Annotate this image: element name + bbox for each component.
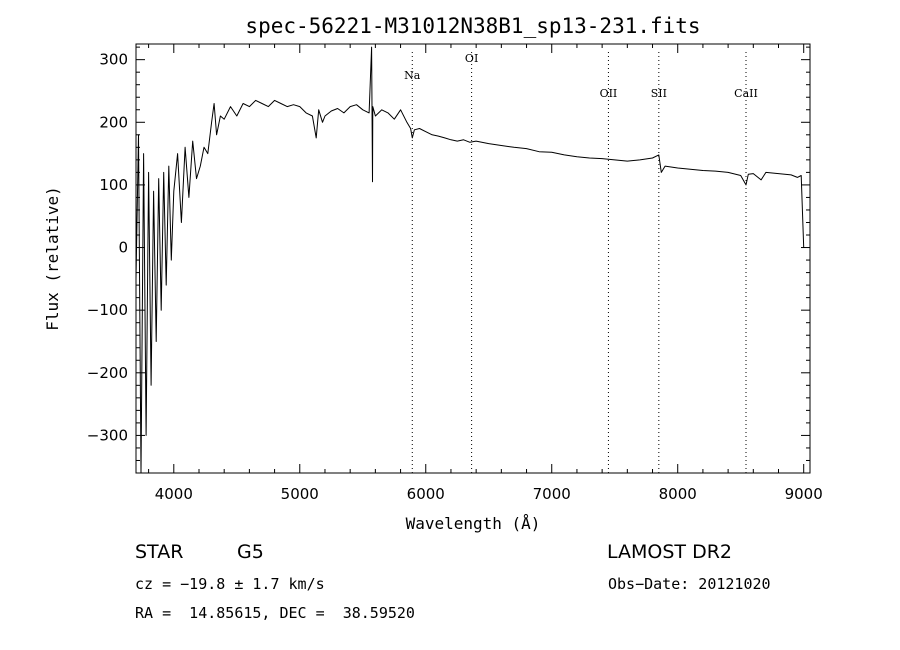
x-tick-label: 6000 (407, 485, 445, 503)
x-tick-label: 9000 (785, 485, 823, 503)
line-marker-label: CaII (734, 87, 758, 100)
x-axis-label: Wavelength (Å) (406, 514, 541, 533)
spectral-subclass: G5 (237, 541, 264, 563)
line-marker-label: OII (600, 87, 618, 100)
x-tick-label: 4000 (155, 485, 193, 503)
y-tick-label: 100 (99, 176, 128, 194)
y-tick-label: 0 (118, 239, 128, 257)
x-tick-label: 5000 (281, 485, 319, 503)
line-marker-label: SII (651, 87, 667, 100)
plot-frame (135, 43, 811, 474)
y-axis-label: Flux (relative) (43, 186, 62, 331)
object-type: STAR (135, 541, 184, 563)
y-tick-label: −100 (87, 301, 128, 319)
x-tick-label: 7000 (533, 485, 571, 503)
chart-title: spec-56221-M31012N38B1_sp13-231.fits (245, 14, 700, 38)
spectrum-chart: spec-56221-M31012N38B1_sp13-231.fits 4000… (43, 14, 823, 533)
sky-coordinates: RA = 14.85615, DEC = 38.59520 (135, 604, 415, 622)
y-tick-label: −200 (87, 364, 128, 382)
observation-date: Obs−Date: 20121020 (608, 575, 771, 593)
survey-name: LAMOST DR2 (607, 541, 732, 563)
redshift-velocity: cz = −19.8 ± 1.7 km/s (135, 575, 325, 593)
spectrum-line (135, 46, 805, 474)
line-marker-label: Na (404, 69, 421, 82)
x-tick-label: 8000 (659, 485, 697, 503)
y-tick-label: −300 (87, 426, 128, 444)
y-tick-label: 300 (99, 51, 128, 69)
line-marker-label: OI (465, 52, 478, 65)
y-tick-label: 200 (99, 113, 128, 131)
